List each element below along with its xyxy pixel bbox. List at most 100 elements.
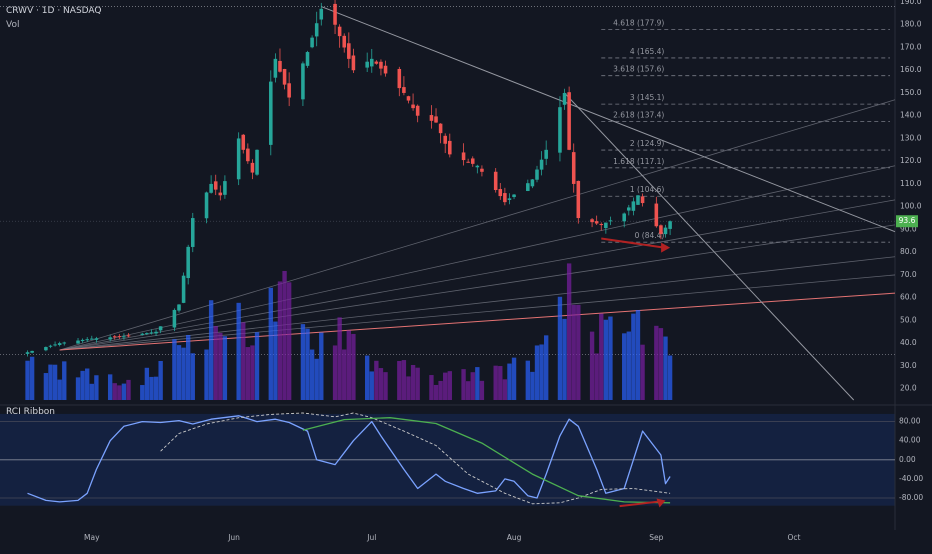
- volume-bar: [667, 355, 673, 400]
- candle-body: [530, 179, 535, 187]
- candle-body: [112, 336, 117, 338]
- volume-bar: [622, 333, 627, 400]
- volume-bar: [539, 344, 544, 400]
- volume-bar: [236, 302, 241, 400]
- volume-bar: [250, 345, 255, 400]
- volume-bar: [433, 384, 439, 400]
- x-tick-label: May: [84, 533, 100, 542]
- candle-body: [90, 338, 94, 340]
- candle-body: [480, 168, 484, 172]
- volume-bar: [599, 313, 604, 400]
- candle-body: [204, 192, 209, 219]
- volume-bar: [369, 371, 374, 400]
- candle-body: [57, 343, 62, 345]
- volume-bar: [144, 367, 150, 400]
- volume-bar: [107, 374, 113, 400]
- volume-bar: [640, 344, 645, 400]
- price-tick-label: 190.0: [900, 0, 922, 6]
- candle-body: [177, 304, 181, 311]
- volume-bar: [172, 339, 177, 400]
- downtrend-line: [321, 6, 896, 233]
- fib-level-label: 3 (145.1): [630, 93, 665, 102]
- volume-bar: [117, 385, 122, 400]
- price-tick-label: 60.0: [900, 293, 917, 302]
- volume-bar: [286, 282, 292, 400]
- candle-body: [443, 135, 447, 144]
- volume-bar: [337, 317, 342, 400]
- candle-body: [145, 333, 149, 335]
- volume-bar: [479, 380, 485, 400]
- candle-body: [53, 344, 57, 346]
- x-tick-label: Sep: [649, 533, 663, 542]
- price-tick-label: 150.0: [900, 88, 922, 97]
- volume-bar: [374, 360, 379, 400]
- volume-bar: [608, 316, 613, 400]
- candle-body: [507, 198, 512, 200]
- candle-body: [44, 347, 48, 351]
- price-tick-label: 50.0: [900, 315, 917, 324]
- candle-body: [558, 107, 562, 153]
- last-price-tag: [896, 215, 918, 228]
- volume-bar: [309, 349, 315, 400]
- candle-body: [369, 58, 374, 67]
- candle-body: [241, 134, 246, 150]
- volume-bar: [511, 357, 517, 400]
- candle-body: [181, 275, 186, 303]
- candle-body: [567, 92, 571, 150]
- volume-bar: [603, 319, 609, 400]
- volume-bar: [465, 381, 471, 400]
- volume-bar: [208, 300, 214, 400]
- candle-body: [287, 83, 291, 98]
- candle-body: [668, 221, 672, 229]
- volume-bar: [470, 372, 475, 400]
- volume-bar: [190, 353, 195, 400]
- volume-bar: [594, 353, 599, 400]
- volume-bar: [332, 345, 338, 400]
- candle-body: [30, 350, 34, 353]
- candle-body: [305, 52, 310, 66]
- candle-body: [269, 81, 273, 145]
- volume-bar: [589, 331, 595, 400]
- last-price-label: 93.6: [899, 216, 916, 225]
- volume-bar: [571, 304, 576, 400]
- fib-level-label: 0 (84.4): [635, 231, 665, 240]
- candle-body: [85, 339, 89, 341]
- candle-body: [278, 60, 282, 72]
- volume-bar: [498, 366, 503, 400]
- volume-bar: [140, 385, 145, 400]
- volume-bar: [25, 360, 30, 400]
- candle-body: [654, 203, 659, 227]
- volume-bar: [314, 358, 319, 400]
- price-tick-label: 40.0: [900, 338, 917, 347]
- volume-bar: [80, 370, 85, 400]
- candle-body: [301, 63, 305, 100]
- volume-bar: [635, 310, 641, 400]
- candle-body: [310, 37, 314, 48]
- red-trend-line: [59, 292, 896, 351]
- candle-body: [255, 149, 259, 175]
- candle-body: [108, 337, 112, 340]
- volume-bar: [149, 376, 154, 400]
- volume-bar: [222, 336, 228, 400]
- volume-bar: [461, 369, 466, 400]
- volume-bar: [534, 345, 540, 400]
- symbol-label: CRWV · 1D · NASDAQ: [6, 6, 102, 16]
- volume-bar: [346, 330, 352, 400]
- candle-body: [333, 3, 337, 25]
- volume-bar: [443, 372, 448, 400]
- price-tick-label: 90.0: [900, 224, 917, 233]
- candle-body: [438, 123, 443, 134]
- x-tick-label: Jul: [366, 533, 376, 542]
- price-tick-label: 170.0: [900, 42, 922, 51]
- price-tick-label: 20.0: [900, 384, 917, 393]
- fib-level-label: 2 (124.9): [630, 139, 665, 148]
- rci-arrow-head: [656, 498, 666, 508]
- volume-bar: [654, 325, 659, 400]
- volume-bar: [342, 349, 347, 400]
- candle-body: [622, 213, 626, 222]
- volume-bar: [507, 363, 512, 400]
- fan-ray: [59, 99, 896, 351]
- fan-ray: [59, 224, 896, 351]
